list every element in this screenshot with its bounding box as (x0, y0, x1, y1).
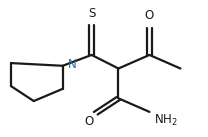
Text: N: N (68, 58, 77, 71)
Text: S: S (88, 7, 95, 20)
Text: O: O (145, 9, 154, 22)
Text: NH$_2$: NH$_2$ (154, 113, 177, 128)
Text: O: O (84, 115, 94, 128)
